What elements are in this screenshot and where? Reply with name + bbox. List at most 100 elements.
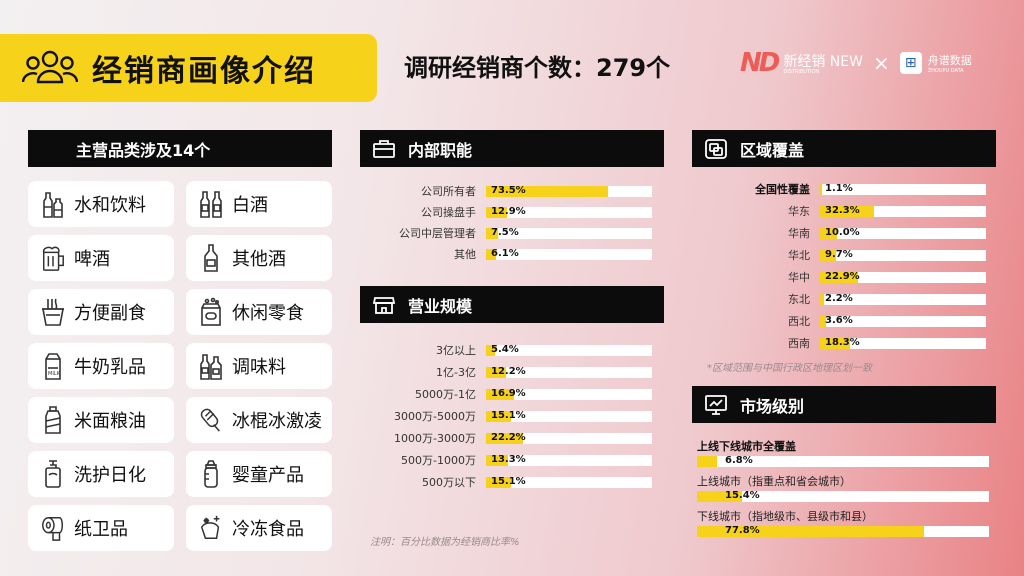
market-row: 下线城市（指地级市、县级市和县） 77.8% <box>697 508 989 537</box>
bar-track: 32.3% <box>820 204 986 217</box>
bar <box>486 432 523 444</box>
oil-bottle-icon <box>40 405 66 435</box>
bar-row: 华东 32.3% <box>692 202 986 220</box>
bar-row: 500万以下 15.1% <box>360 473 652 491</box>
categories-grid: 水和饮料 白酒 啤酒 其他酒 方便副食 休闲零食 MILK 牛奶乳品 调味料 米面粮油 冰棍冰激凌洗… <box>28 181 332 551</box>
bar-track: 15.1% <box>486 476 652 488</box>
bar-category-label: 全国性覆盖 <box>755 183 810 196</box>
bar-track: 1.1% <box>820 182 986 195</box>
bar-track: 15.1% <box>486 410 652 422</box>
pump-bottle-icon <box>40 459 66 489</box>
bar <box>486 344 495 356</box>
category-card: 冰棍冰激凌 <box>186 397 332 443</box>
bar-category-label: 1亿-3亿 <box>436 366 476 379</box>
market-row: 上线城市（指重点和省会城市） 15.4% <box>697 473 989 502</box>
bar-value-label: 10.0% <box>825 226 860 238</box>
bar <box>820 293 824 305</box>
bar-value-label: 73.5% <box>491 184 526 196</box>
bar <box>486 454 509 466</box>
bar-track: 22.2% <box>486 431 652 444</box>
bar-category-label: 上线下线城市全覆盖 <box>697 440 796 453</box>
bar-value-label: 22.9% <box>825 270 860 282</box>
bar-value-label: 13.3% <box>491 453 526 465</box>
category-label: 婴童产品 <box>232 465 304 486</box>
bar-track: 77.8% <box>697 525 989 537</box>
bar-track: 7.5% <box>486 227 652 239</box>
bar <box>820 183 822 195</box>
category-label: 啤酒 <box>74 249 110 270</box>
categories-title: 主营品类涉及14个 <box>76 140 211 160</box>
bar-track: 12.2% <box>486 366 652 378</box>
category-card: MILK 牛奶乳品 <box>28 343 174 389</box>
bar-track: 73.5% <box>486 184 652 197</box>
bar-category-label: 3亿以上 <box>436 344 476 357</box>
categories-header: 主营品类涉及14个 <box>28 130 332 167</box>
bar <box>697 491 742 502</box>
category-label: 纸卫品 <box>74 519 128 540</box>
bar-category-label: 500万-1000万 <box>401 454 476 467</box>
bar-track: 12.9% <box>486 205 652 218</box>
liquor-bottles-icon <box>198 189 224 219</box>
category-card: 其他酒 <box>186 235 332 281</box>
bar-category-label: 华南 <box>788 227 810 240</box>
baby-bottle-icon <box>198 459 224 489</box>
region-chart: 全国性覆盖 1.1% 华东 32.3% 华南 10.0% 华北 9.7% 华中 22.9% 东北 2.… <box>692 180 986 356</box>
bar-row: 华中 22.9% <box>692 268 986 286</box>
snack-pack-icon <box>198 297 224 327</box>
people-group-icon <box>22 50 78 84</box>
bar-row: 华北 9.7% <box>692 246 986 264</box>
bar-row: 东北 2.2% <box>692 290 986 308</box>
zhoupu-mark-icon: ⊞ <box>899 52 922 74</box>
bar-row: 华南 10.0% <box>692 224 986 242</box>
frozen-food-icon <box>198 513 224 543</box>
bar-value-label: 77.8% <box>725 525 760 536</box>
bar <box>486 366 507 378</box>
bar-track: 13.3% <box>486 453 652 466</box>
bar-category-label: 公司操盘手 <box>421 206 476 219</box>
title-banner: 经销商画像介绍 <box>0 34 377 102</box>
bar-track: 6.8% <box>697 455 989 467</box>
bar-value-label: 22.2% <box>491 431 526 443</box>
bar <box>820 205 874 217</box>
region-note: *区域范围与中国行政区地理区划一致 <box>707 363 872 374</box>
logo-separator: × <box>872 51 890 75</box>
svg-text:MILK: MILK <box>48 371 61 377</box>
bar-track: 10.0% <box>820 226 986 239</box>
bar-category-label: 华北 <box>788 249 810 262</box>
bar-value-label: 12.9% <box>491 205 526 217</box>
bar <box>697 456 717 467</box>
bar-category-label: 下线城市（指地级市、县级市和县） <box>697 510 873 523</box>
category-label: 调味料 <box>232 357 286 378</box>
bar-value-label: 1.1% <box>825 182 853 194</box>
bar-category-label: 西北 <box>788 315 810 328</box>
category-card: 啤酒 <box>28 235 174 281</box>
internal-role-chart: 公司所有者 73.5% 公司操盘手 12.9% 公司中层管理者 7.5% 其他 6.1% <box>360 182 652 266</box>
bar-category-label: 500万以下 <box>422 476 476 489</box>
bar-value-label: 9.7% <box>825 248 853 260</box>
brand1-name: 新经销 NEW <box>783 54 863 70</box>
bar-row: 公司所有者 73.5% <box>360 182 652 200</box>
bar <box>486 248 497 260</box>
bar <box>697 526 925 537</box>
brand2-sub: ZHOUPU DATA <box>927 68 964 74</box>
bar-row: 3000万-5000万 15.1% <box>360 407 652 425</box>
category-card: 洗护日化 <box>28 451 174 497</box>
store-icon <box>372 296 396 314</box>
category-label: 其他酒 <box>232 249 286 270</box>
category-label: 水和饮料 <box>74 195 146 216</box>
bar-value-label: 6.8% <box>725 455 753 466</box>
bar-value-label: 32.3% <box>825 204 860 216</box>
bar-category-label: 其他 <box>454 248 476 261</box>
bar-track: 18.3% <box>820 337 986 349</box>
percent-note: 注明：百分比数据为经销商比率% <box>370 537 520 548</box>
bar-value-label: 3.6% <box>825 314 853 326</box>
category-label: 洗护日化 <box>74 465 146 486</box>
bar-category-label: 3000万-5000万 <box>394 410 476 423</box>
region-squares-icon <box>705 138 727 159</box>
bar-category-label: 华东 <box>788 205 810 218</box>
bar-row: 其他 6.1% <box>360 245 652 263</box>
bar-value-label: 15.4% <box>725 490 760 501</box>
monitor-chart-icon <box>705 394 727 415</box>
bar-row: 500万-1000万 13.3% <box>360 451 652 469</box>
bar <box>486 388 515 400</box>
